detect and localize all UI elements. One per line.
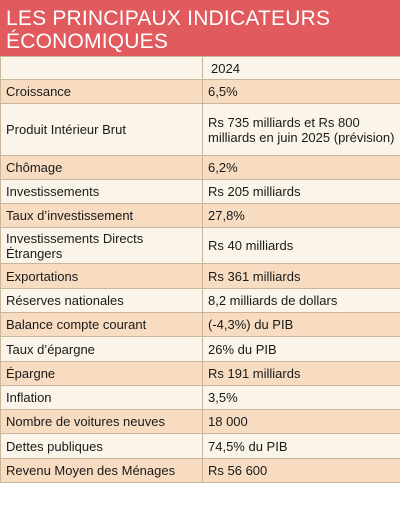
table-row: Inflation 3,5%	[0, 385, 400, 410]
indicator-label: Réserves nationales	[0, 288, 203, 313]
indicator-value: 3,5%	[202, 385, 400, 410]
indicator-label: Taux d’investissement	[0, 203, 203, 228]
table-row: Investissements Rs 205 milliards	[0, 179, 400, 204]
table-header-row: 2024	[0, 56, 400, 80]
table-row: Revenu Moyen des Ménages Rs 56 600	[0, 458, 400, 483]
table-row: Réserves nationales 8,2 milliards de dol…	[0, 288, 400, 313]
indicator-value: 74,5% du PIB	[202, 433, 400, 459]
indicator-value: Rs 56 600	[202, 458, 400, 483]
indicator-label: Inflation	[0, 385, 203, 410]
table-row: Balance compte courant (-4,3%) du PIB	[0, 312, 400, 337]
table-row: Dettes publiques 74,5% du PIB	[0, 433, 400, 459]
table-row: Nombre de voitures neuves 18 000	[0, 409, 400, 434]
table-row: Taux d’investissement 27,8%	[0, 203, 400, 228]
indicator-label: Produit Intérieur Brut	[0, 103, 203, 156]
table-row: Croissance 6,5%	[0, 79, 400, 104]
indicator-value: Rs 735 milliards et Rs 800 milliards en …	[202, 103, 400, 156]
indicator-value: Rs 40 milliards	[202, 227, 400, 264]
table-row: Épargne Rs 191 milliards	[0, 361, 400, 386]
indicator-value: 8,2 milliards de dollars	[202, 288, 400, 313]
table-row: Produit Intérieur Brut Rs 735 milliards …	[0, 103, 400, 156]
table-row: Chômage 6,2%	[0, 155, 400, 180]
table-row: Investissements Directs Étrangers Rs 40 …	[0, 227, 400, 264]
header-empty-cell	[0, 56, 203, 80]
indicator-label: Épargne	[0, 361, 203, 386]
indicator-value: 27,8%	[202, 203, 400, 228]
indicator-value: Rs 191 milliards	[202, 361, 400, 386]
page-title: LES PRINCIPAUX INDICATEURS ÉCONOMIQUES	[0, 0, 400, 56]
table-row: Exportations Rs 361 milliards	[0, 263, 400, 289]
indicator-value: Rs 361 milliards	[202, 263, 400, 289]
table-row: Taux d’épargne 26% du PIB	[0, 336, 400, 362]
indicator-label: Investissements Directs Étrangers	[0, 227, 203, 264]
year-header: 2024	[202, 56, 400, 80]
indicators-table: 2024 Croissance 6,5% Produit Intérieur B…	[0, 56, 400, 483]
indicator-label: Chômage	[0, 155, 203, 180]
indicator-label: Investissements	[0, 179, 203, 204]
indicator-value: Rs 205 milliards	[202, 179, 400, 204]
indicator-label: Exportations	[0, 263, 203, 289]
indicator-label: Nombre de voitures neuves	[0, 409, 203, 434]
indicator-label: Dettes publiques	[0, 433, 203, 459]
indicator-value: (-4,3%) du PIB	[202, 312, 400, 337]
indicator-label: Balance compte courant	[0, 312, 203, 337]
indicator-value: 18 000	[202, 409, 400, 434]
indicator-label: Croissance	[0, 79, 203, 104]
indicator-value: 26% du PIB	[202, 336, 400, 362]
indicator-value: 6,2%	[202, 155, 400, 180]
indicator-label: Revenu Moyen des Ménages	[0, 458, 203, 483]
indicator-label: Taux d’épargne	[0, 336, 203, 362]
indicator-value: 6,5%	[202, 79, 400, 104]
